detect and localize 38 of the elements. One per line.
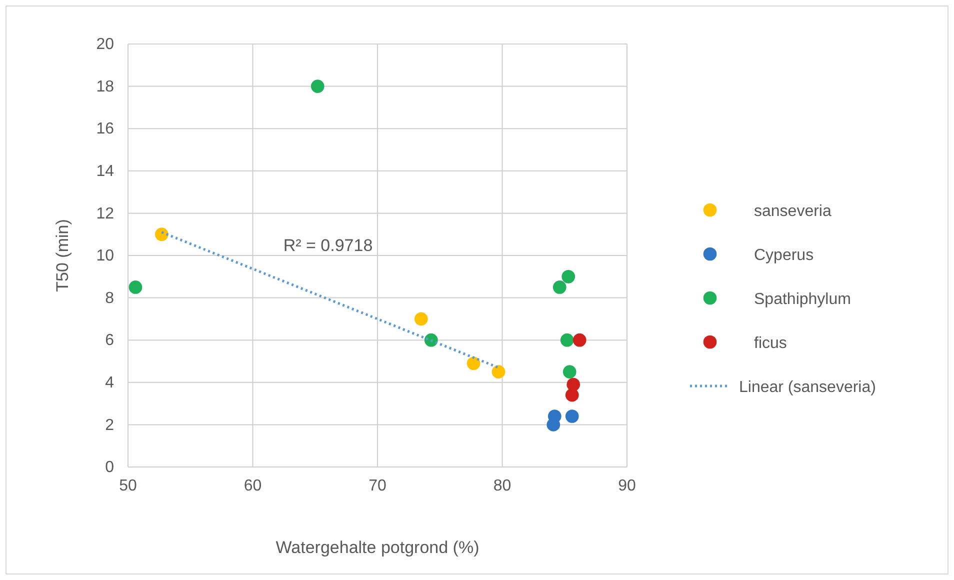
point [562, 270, 576, 284]
y-axis-title: T50 (min) [53, 219, 72, 292]
x-tick-label: 60 [244, 477, 262, 494]
point [310, 80, 324, 93]
y-tick-label: 10 [96, 248, 114, 265]
legend-label: Cyperus [754, 247, 814, 264]
point [155, 228, 168, 242]
legend-label: Spathiphylum [754, 291, 851, 308]
y-tick-label: 20 [96, 36, 114, 54]
point [565, 388, 579, 402]
y-tick-label: 16 [96, 120, 114, 138]
x-tick-label: 50 [119, 477, 137, 494]
point [128, 280, 142, 294]
y-tick-label: 14 [96, 163, 114, 180]
y-tick-label: 6 [105, 332, 114, 350]
y-tick-label: 0 [105, 459, 114, 476]
y-tick-label: 12 [96, 205, 114, 222]
point [562, 365, 576, 378]
legend-label: ficus [754, 335, 787, 352]
point [414, 312, 428, 326]
y-tick-label: 4 [105, 374, 114, 392]
point [466, 356, 480, 370]
point [492, 365, 506, 378]
y-tick-label: 8 [105, 290, 114, 307]
y-tick-label: 2 [105, 416, 114, 434]
x-tick-label: 80 [493, 477, 512, 494]
point [572, 333, 586, 347]
legend-label: sanseveria [754, 203, 832, 220]
annotation: R² = 0.9718 [283, 236, 373, 255]
point [552, 280, 566, 294]
legend-label: Linear (sanseveria) [739, 379, 876, 396]
x-tick-label: 90 [618, 477, 636, 494]
y-tick-label: 18 [96, 78, 114, 96]
point [546, 418, 560, 432]
x-tick-label: 70 [368, 477, 386, 494]
point [560, 333, 574, 347]
point [565, 410, 579, 423]
x-axis-title: Watergehalte potgrond (%) [276, 538, 480, 557]
